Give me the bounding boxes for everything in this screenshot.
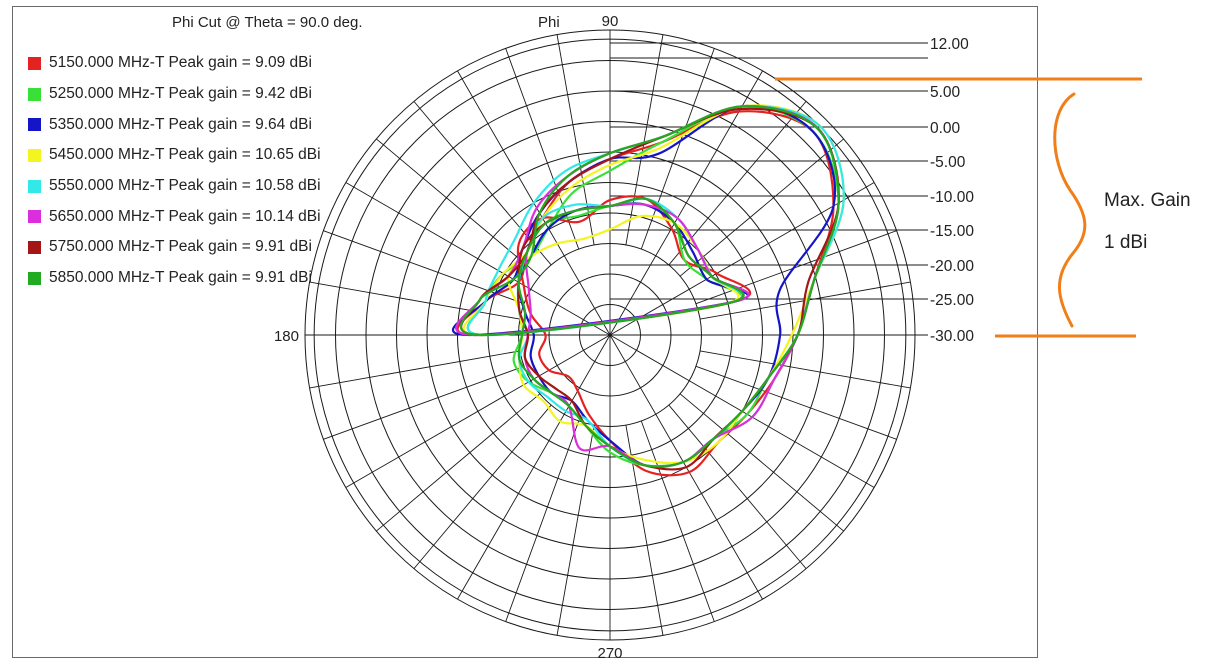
- legend-label: 5150.000 MHz-T Peak gain = 9.09 dBi: [49, 54, 312, 72]
- legend-entry: 5850.000 MHz-T Peak gain = 9.91 dBi: [28, 263, 321, 294]
- legend-entry: 5350.000 MHz-T Peak gain = 9.64 dBi: [28, 109, 321, 140]
- polar-grid: 90 180 270: [274, 13, 916, 662]
- grid-spoke: [323, 365, 525, 440]
- legend-swatch: [28, 179, 41, 193]
- radial-tick-label: -5.00: [930, 154, 966, 171]
- grid-spoke: [505, 420, 580, 622]
- grid-spoke: [345, 182, 611, 336]
- legend-label: 5750.000 MHz-T Peak gain = 9.91 dBi: [49, 238, 312, 256]
- grid-spoke: [609, 70, 763, 336]
- legend-entry: 5250.000 MHz-T Peak gain = 9.42 dBi: [28, 79, 321, 110]
- annotation-marks: [775, 77, 1142, 338]
- radial-tick-label: 0.00: [930, 120, 961, 137]
- legend-entry: 5150.000 MHz-T Peak gain = 9.09 dBi: [28, 48, 321, 79]
- grid-spoke: [679, 393, 844, 532]
- legend-label: 5550.000 MHz-T Peak gain = 10.58 dBi: [49, 177, 321, 195]
- legend-label: 5850.000 MHz-T Peak gain = 9.91 dBi: [49, 269, 312, 287]
- grid-spoke: [640, 420, 715, 622]
- legend-swatch: [28, 118, 41, 132]
- grid-spoke: [309, 350, 520, 389]
- radial-tick-label: 12.00: [930, 36, 969, 53]
- radial-tick-label: 5.00: [930, 84, 961, 101]
- angular-axis-label: Phi: [538, 14, 560, 31]
- legend-entry: 5450.000 MHz-T Peak gain = 10.65 dBi: [28, 140, 321, 171]
- grid-spoke: [609, 182, 875, 336]
- grid-spoke: [323, 230, 525, 305]
- grid-spoke: [376, 393, 541, 532]
- grid-spoke: [625, 34, 664, 245]
- chart-title: Phi Cut @ Theta = 90.0 deg.: [172, 14, 363, 31]
- radial-ticks: 12.00 5.00 0.00 -5.00 -10.00 -15.00 -20.00 -25.…: [610, 36, 974, 345]
- legend-entry: 5650.000 MHz-T Peak gain = 10.14 dBi: [28, 201, 321, 232]
- max-gain-brace: [1053, 92, 1087, 328]
- angle-label: 180: [274, 328, 299, 345]
- grid-spoke: [695, 365, 897, 440]
- legend-label: 5350.000 MHz-T Peak gain = 9.64 dBi: [49, 115, 312, 133]
- grid-spoke: [376, 138, 541, 277]
- radial-tick-label: -10.00: [930, 189, 974, 206]
- grid-spoke: [556, 34, 595, 245]
- radial-tick-label: -25.00: [930, 292, 974, 309]
- legend-entry: 5750.000 MHz-T Peak gain = 9.91 dBi: [28, 232, 321, 263]
- angle-label: 270: [597, 645, 622, 662]
- radial-tick-label: -30.00: [930, 328, 974, 345]
- grid-spoke: [309, 281, 520, 320]
- series-trace: [456, 110, 835, 477]
- legend-swatch: [28, 56, 41, 70]
- grid-spoke: [556, 425, 595, 636]
- legend-label: 5250.000 MHz-T Peak gain = 9.42 dBi: [49, 85, 312, 103]
- grid-spoke: [457, 334, 611, 600]
- grid-spoke: [695, 230, 897, 305]
- legend-swatch: [28, 210, 41, 224]
- grid-spoke: [700, 350, 911, 389]
- legend-label: 5650.000 MHz-T Peak gain = 10.14 dBi: [49, 207, 321, 225]
- grid-spoke: [345, 334, 611, 488]
- legend-swatch: [28, 87, 41, 101]
- legend-swatch: [28, 271, 41, 285]
- radial-tick-label: -15.00: [930, 223, 974, 240]
- angle-label: 90: [602, 13, 619, 30]
- max-gain-label: Max. Gain: [1104, 190, 1191, 211]
- grid-spoke: [679, 138, 844, 277]
- legend-entry: 5550.000 MHz-T Peak gain = 10.58 dBi: [28, 171, 321, 202]
- legend: 5150.000 MHz-T Peak gain = 9.09 dBi 5250.…: [28, 48, 321, 294]
- radial-tick-label: -20.00: [930, 258, 974, 275]
- grid-spoke: [668, 404, 807, 569]
- series-traces: [451, 104, 845, 477]
- legend-swatch: [28, 148, 41, 162]
- grid-spoke: [413, 404, 552, 569]
- series-trace: [459, 105, 840, 468]
- legend-swatch: [28, 240, 41, 254]
- legend-label: 5450.000 MHz-T Peak gain = 10.65 dBi: [49, 146, 321, 164]
- max-gain-value: 1 dBi: [1104, 232, 1148, 253]
